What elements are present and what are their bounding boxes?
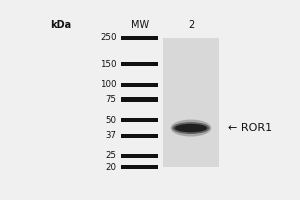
Ellipse shape [171,120,211,137]
Bar [121,134,158,138]
Text: 75: 75 [106,95,117,104]
Text: 25: 25 [106,151,117,160]
Ellipse shape [172,122,210,134]
Text: MW: MW [131,20,149,30]
Text: 100: 100 [100,80,117,89]
Text: 20: 20 [106,163,117,172]
Text: 2: 2 [188,20,194,30]
Text: kDa: kDa [50,20,71,30]
Bar [121,165,158,169]
Text: 50: 50 [106,116,117,125]
Text: 150: 150 [100,60,117,69]
Text: 37: 37 [106,131,117,140]
Bar [121,83,158,87]
Text: 250: 250 [100,33,117,42]
Bar [121,62,158,66]
Text: ← ROR1: ← ROR1 [228,123,272,133]
Bar [121,97,158,102]
Ellipse shape [175,124,207,132]
Bar [121,118,158,122]
Bar [121,154,158,158]
Bar [121,36,158,40]
Bar [163,38,219,167]
